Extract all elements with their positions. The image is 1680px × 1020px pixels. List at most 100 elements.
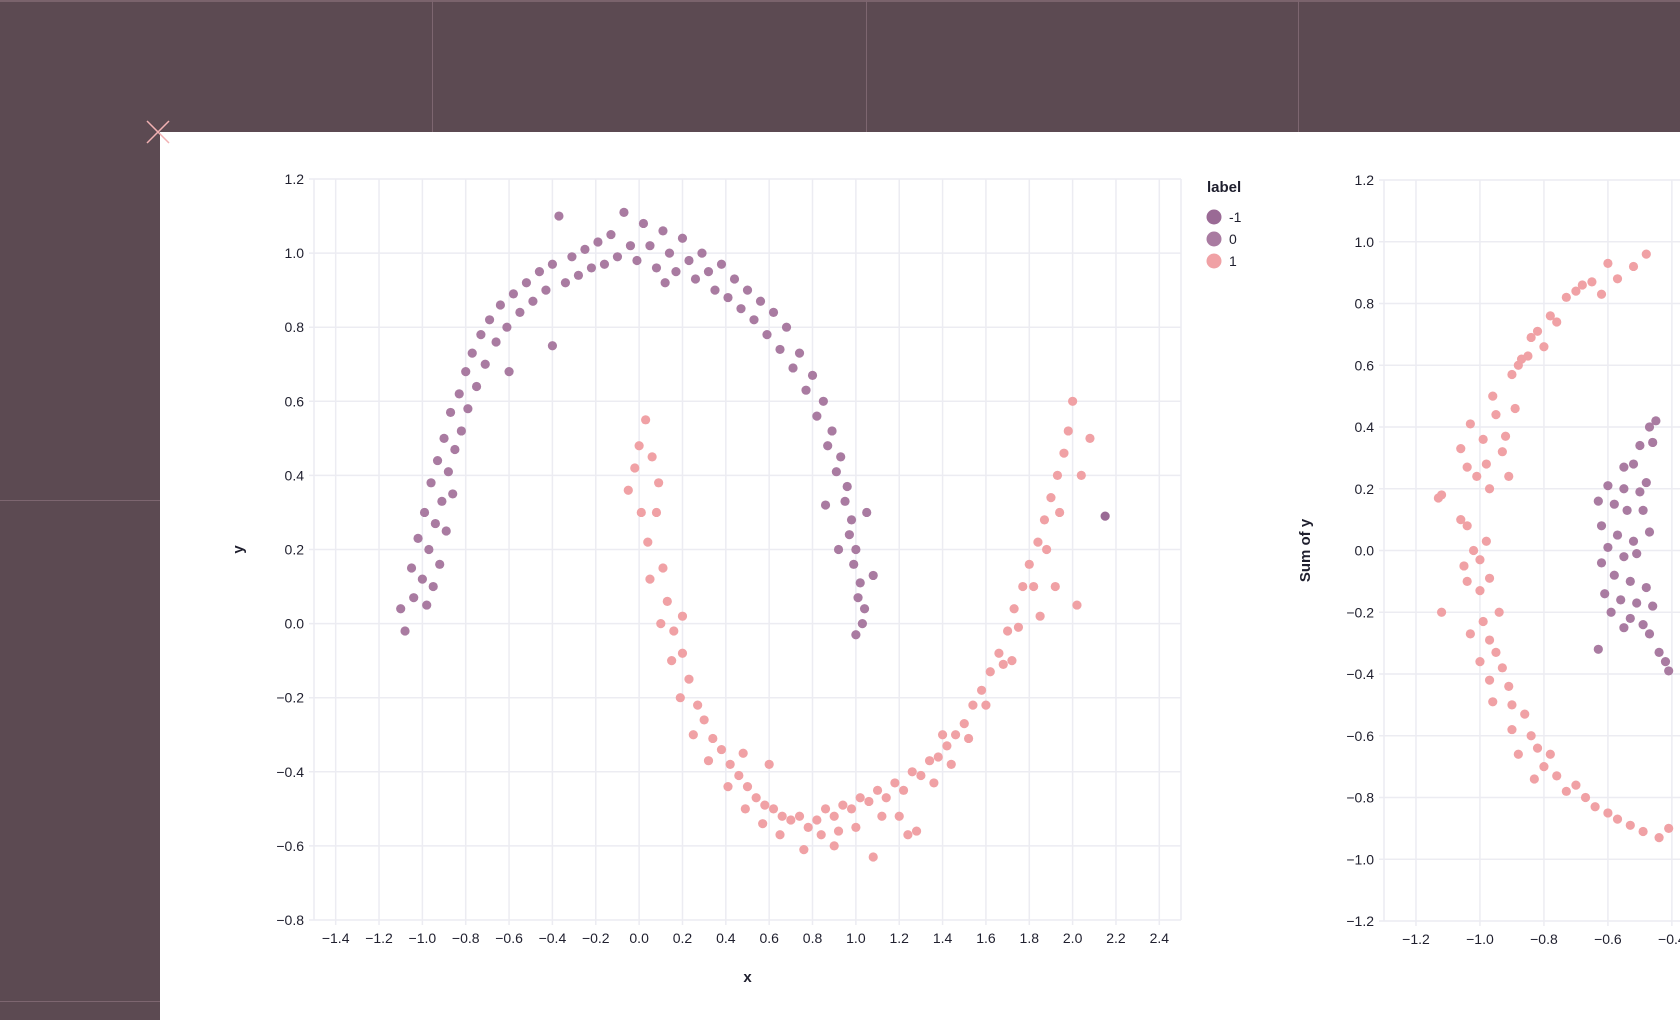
data-point[interactable]	[803, 822, 813, 832]
data-point[interactable]	[933, 752, 943, 762]
data-point[interactable]	[1526, 731, 1536, 741]
data-point[interactable]	[1654, 647, 1664, 657]
data-point[interactable]	[441, 526, 451, 536]
data-point[interactable]	[1523, 351, 1533, 361]
data-point[interactable]	[1059, 448, 1069, 458]
data-point[interactable]	[762, 330, 772, 340]
data-point[interactable]	[424, 544, 434, 555]
data-point[interactable]	[1596, 289, 1607, 299]
data-point[interactable]	[1042, 544, 1052, 555]
data-point[interactable]	[864, 796, 874, 807]
data-point[interactable]	[786, 815, 796, 825]
data-point[interactable]	[851, 544, 861, 555]
data-point[interactable]	[623, 485, 633, 495]
data-point[interactable]	[658, 226, 668, 236]
data-point[interactable]	[1494, 607, 1504, 617]
data-point[interactable]	[1520, 709, 1530, 719]
data-point[interactable]	[1462, 462, 1472, 472]
data-point[interactable]	[1052, 470, 1063, 480]
data-point[interactable]	[448, 489, 458, 499]
data-point[interactable]	[1465, 629, 1475, 639]
data-point[interactable]	[1500, 431, 1511, 441]
data-point[interactable]	[742, 782, 753, 792]
data-point[interactable]	[1491, 647, 1501, 657]
data-point[interactable]	[1035, 611, 1045, 621]
data-point[interactable]	[976, 685, 987, 695]
data-point[interactable]	[677, 611, 688, 621]
data-point[interactable]	[1587, 277, 1597, 287]
data-point[interactable]	[1076, 470, 1086, 480]
data-point[interactable]	[593, 237, 603, 247]
data-point[interactable]	[664, 248, 675, 258]
data-point[interactable]	[413, 533, 423, 543]
data-point[interactable]	[1072, 600, 1082, 610]
legend-item[interactable]: -1	[1206, 209, 1242, 225]
data-point[interactable]	[1545, 749, 1555, 759]
data-point[interactable]	[749, 315, 759, 325]
data-point[interactable]	[471, 381, 482, 392]
data-point[interactable]	[660, 278, 670, 288]
data-point[interactable]	[1619, 484, 1629, 494]
data-point[interactable]	[1561, 786, 1571, 796]
data-point[interactable]	[647, 452, 657, 462]
data-point[interactable]	[396, 604, 406, 614]
data-point[interactable]	[853, 593, 863, 603]
data-point[interactable]	[840, 496, 850, 506]
data-point[interactable]	[450, 444, 460, 455]
data-point[interactable]	[1603, 808, 1613, 818]
data-point[interactable]	[632, 255, 642, 266]
data-point[interactable]	[567, 252, 577, 262]
data-point[interactable]	[1007, 656, 1017, 666]
data-point[interactable]	[844, 530, 854, 540]
data-point[interactable]	[768, 307, 779, 317]
data-point[interactable]	[495, 300, 506, 310]
data-point[interactable]	[1436, 490, 1447, 500]
data-point[interactable]	[1635, 440, 1645, 451]
data-point[interactable]	[1497, 447, 1507, 457]
data-point[interactable]	[1484, 635, 1495, 645]
data-point[interactable]	[1552, 317, 1562, 327]
data-point[interactable]	[1462, 576, 1472, 586]
data-point[interactable]	[968, 700, 978, 710]
data-point[interactable]	[1459, 561, 1469, 571]
data-point[interactable]	[690, 274, 701, 284]
data-point[interactable]	[445, 407, 456, 418]
data-point[interactable]	[1596, 558, 1607, 568]
data-point[interactable]	[658, 563, 668, 573]
data-point[interactable]	[812, 815, 822, 825]
legend-item[interactable]: 1	[1206, 253, 1238, 269]
data-point[interactable]	[1507, 724, 1517, 735]
data-point[interactable]	[723, 782, 733, 792]
data-point[interactable]	[1050, 581, 1060, 592]
data-point[interactable]	[729, 274, 740, 284]
data-point[interactable]	[911, 826, 922, 836]
data-point[interactable]	[801, 385, 811, 395]
data-point[interactable]	[1046, 493, 1056, 503]
data-point[interactable]	[755, 296, 766, 306]
data-point[interactable]	[651, 263, 662, 273]
data-point[interactable]	[959, 719, 969, 729]
data-point[interactable]	[1644, 527, 1655, 537]
data-point[interactable]	[1481, 536, 1491, 546]
data-point[interactable]	[439, 433, 449, 443]
circles-scatter-chart[interactable]: −1.2 −1.0 −0.8 −0.6 −0.4 1.2 1.0 0.8 0.6 0.4 0.2 0.…	[1297, 172, 1680, 947]
data-point[interactable]	[924, 756, 935, 766]
data-point[interactable]	[1648, 437, 1658, 448]
data-point[interactable]	[1596, 521, 1607, 531]
data-point[interactable]	[1539, 762, 1549, 772]
data-point[interactable]	[1628, 261, 1639, 272]
data-point[interactable]	[794, 348, 805, 358]
data-point[interactable]	[777, 811, 787, 821]
data-point[interactable]	[1632, 548, 1642, 559]
data-point[interactable]	[1456, 444, 1466, 454]
data-point[interactable]	[872, 785, 883, 795]
data-point[interactable]	[736, 304, 746, 314]
data-point[interactable]	[521, 278, 532, 288]
data-point[interactable]	[541, 285, 551, 295]
data-point[interactable]	[862, 507, 872, 518]
data-point[interactable]	[1616, 595, 1626, 605]
data-point[interactable]	[1481, 459, 1491, 469]
data-point[interactable]	[432, 455, 443, 466]
data-point[interactable]	[662, 596, 672, 606]
data-point[interactable]	[855, 578, 865, 588]
